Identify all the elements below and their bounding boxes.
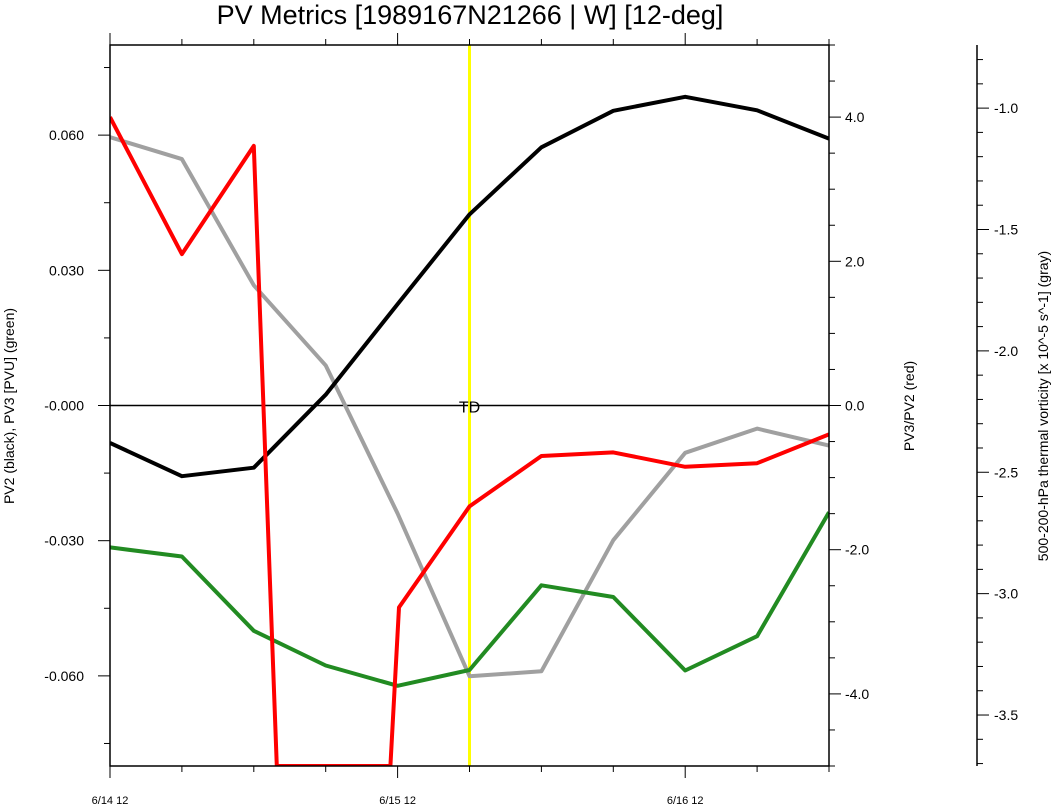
series-line-far_right-3 (110, 135, 829, 679)
chart-labels: PV Metrics [1989167N21266 | W] [12-deg] … (1, 0, 1051, 561)
x-tick-label: 6/15 12 (379, 795, 416, 805)
right-tick-label: 4.0 (845, 109, 865, 125)
chart-title: PV Metrics [1989167N21266 | W] [12-deg] (217, 0, 724, 30)
series-line-left-0 (110, 94, 829, 479)
left-tick-label: -0.000 (44, 398, 84, 414)
x-tick-label: 6/16 12 (667, 795, 704, 805)
far-right-tick-label: -3.5 (994, 707, 1018, 723)
plot-marks: TD (110, 45, 829, 766)
right-tick-label: -2.0 (845, 542, 869, 558)
left-tick-label: -0.030 (44, 533, 84, 549)
right-tick-label: 2.0 (845, 253, 865, 269)
far-right-tick-label: -2.5 (994, 464, 1018, 480)
left-axis-label: PV2 (black), PV3 [PVU] (green) (1, 308, 17, 504)
right-tick-label: 0.0 (845, 398, 865, 414)
right-tick-label: -4.0 (845, 686, 869, 702)
axes: 6/14 12 6/15 12 6/16 12 0.060 0.030 -0.000 -0.… (44, 33, 1018, 805)
x-tick-label: 6/14 12 (92, 795, 129, 805)
series-line-left-1 (110, 511, 829, 688)
far-right-tick-label: -1.0 (994, 100, 1018, 116)
far-right-tick-label: -1.5 (994, 221, 1018, 237)
far-right-tick-label: -3.0 (994, 586, 1018, 602)
far-right-tick-label: -2.0 (994, 343, 1018, 359)
series-line-right-2 (110, 116, 829, 766)
right-axis-label: PV3/PV2 (red) (901, 361, 917, 451)
left-tick-label: -0.060 (44, 668, 84, 684)
annotation-label: TD (459, 400, 480, 417)
far-right-axis-label: 500-200-hPa thermal vorticity [x 10^-5 s… (1035, 251, 1051, 561)
left-tick-label: 0.060 (49, 127, 84, 143)
left-tick-label: 0.030 (49, 262, 84, 278)
